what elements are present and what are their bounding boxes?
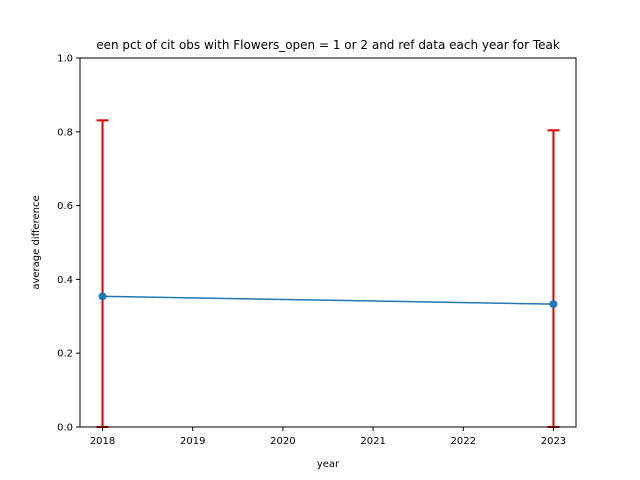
y-tick-label: 0.8 <box>57 127 73 138</box>
series-layer <box>96 119 560 428</box>
y-tick-label: 0.2 <box>57 349 73 360</box>
plot-frame <box>79 57 577 428</box>
x-tick-label: 2022 <box>451 436 476 447</box>
plot-area <box>80 58 576 427</box>
y-axis: 0.0 0.2 0.4 0.6 0.8 1.0 <box>57 54 80 434</box>
y-tick-label: 0.4 <box>57 275 73 286</box>
x-tick-label: 2019 <box>180 436 205 447</box>
y-tick-label: 0.0 <box>57 423 73 434</box>
x-tick-label: 2018 <box>90 436 115 447</box>
chart-title: een pct of cit obs with Flowers_open = 1… <box>96 38 560 52</box>
series-line <box>102 295 554 305</box>
x-tick-label: 2023 <box>541 436 566 447</box>
x-axis-label: year <box>317 459 340 470</box>
x-tick-label: 2021 <box>360 436 385 447</box>
y-tick-label: 1.0 <box>57 54 73 65</box>
data-point <box>549 300 558 309</box>
y-tick-label: 0.6 <box>57 201 73 212</box>
data-point <box>98 292 107 301</box>
y-axis-label: average difference <box>31 195 42 289</box>
x-axis: 2018 2019 2020 2021 2022 2023 <box>90 427 566 447</box>
x-tick-label: 2020 <box>270 436 295 447</box>
